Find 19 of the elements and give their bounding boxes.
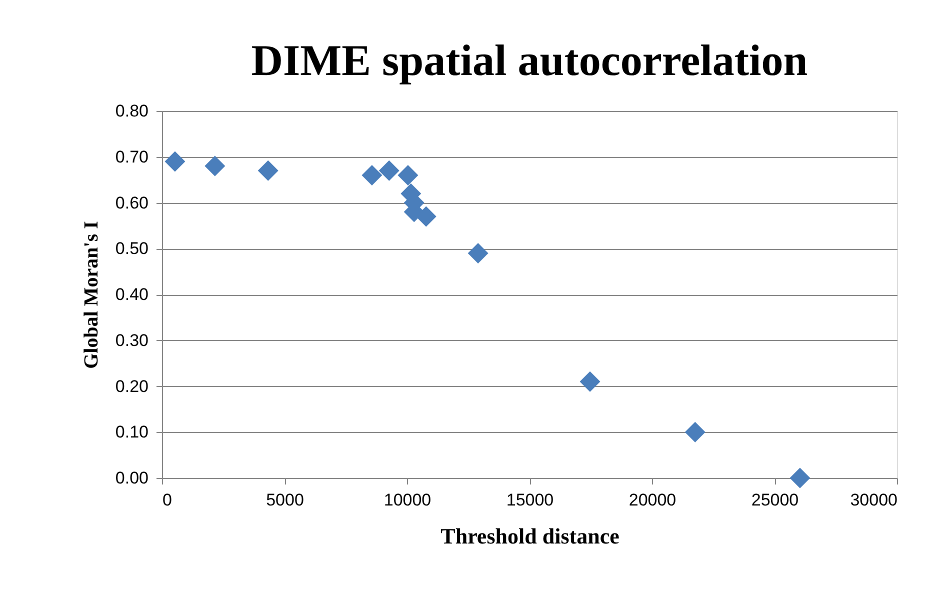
y-tick-label: 0.70	[115, 147, 148, 166]
x-tick-label: 15000	[506, 490, 554, 510]
y-tick-label: 0.20	[115, 376, 148, 396]
x-tick-label: 20000	[628, 490, 676, 510]
y-tick-label: 0.50	[115, 239, 148, 258]
y-tick-label: 0.60	[115, 193, 148, 212]
x-tick-label: 0	[162, 490, 172, 510]
x-tick-label: 5000	[266, 490, 304, 510]
x-tick-label: 25000	[751, 490, 799, 510]
chart-title: DIME spatial autocorrelation	[251, 36, 808, 85]
y-axis-title: Global Moran's I	[80, 220, 102, 369]
y-tick-label: 0.00	[115, 468, 148, 488]
x-tick-label: 10000	[384, 490, 432, 510]
y-tick-label: 0.10	[115, 422, 148, 442]
x-axis-title: Threshold distance	[440, 524, 620, 548]
y-tick-label: 0.40	[115, 285, 148, 304]
x-tick-label: 30000	[850, 490, 898, 510]
y-tick-label: 0.30	[115, 330, 148, 350]
y-tick-label: 0.80	[115, 102, 148, 120]
